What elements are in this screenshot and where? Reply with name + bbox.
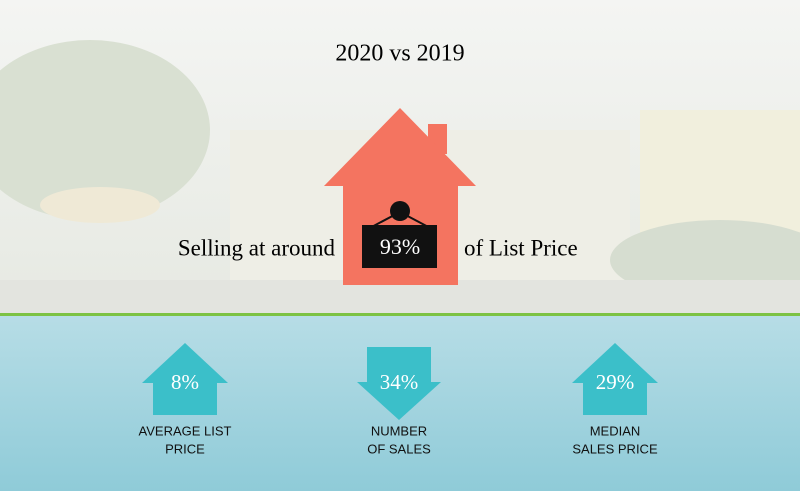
divider bbox=[0, 313, 800, 316]
stat-label: SALES PRICE bbox=[572, 441, 658, 456]
stat-value: 34% bbox=[380, 370, 419, 394]
stat-value: 29% bbox=[596, 370, 635, 394]
title: 2020 vs 2019 bbox=[335, 41, 464, 67]
stat-label: OF SALES bbox=[367, 441, 431, 456]
stat-label: NUMBER bbox=[371, 423, 427, 438]
stat-label: MEDIAN bbox=[590, 423, 641, 438]
arrow-up bbox=[142, 343, 228, 415]
headline-suffix: of List Price bbox=[464, 235, 578, 260]
arrow-down bbox=[357, 347, 441, 420]
stats: 8% AVERAGE LIST PRICE 34% NUMBER OF SALES 29% M… bbox=[139, 343, 658, 456]
arrow-up bbox=[572, 343, 658, 415]
stat-value: 8% bbox=[171, 370, 199, 394]
house-icon bbox=[324, 108, 476, 285]
stat-label: AVERAGE LIST bbox=[139, 423, 232, 438]
headline-prefix: Selling at around bbox=[178, 235, 336, 260]
stat-label: PRICE bbox=[165, 441, 205, 456]
headline-value: 93% bbox=[380, 234, 420, 259]
